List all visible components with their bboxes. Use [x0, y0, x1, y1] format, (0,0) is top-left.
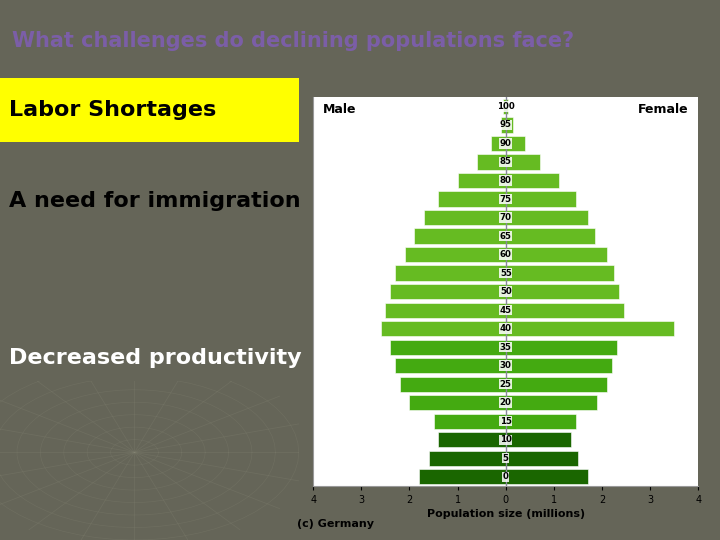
X-axis label: Population size (millions): Population size (millions): [427, 509, 585, 519]
Bar: [395, 266, 505, 281]
Text: 70: 70: [500, 213, 512, 222]
Bar: [424, 210, 505, 225]
Text: 0: 0: [503, 472, 509, 481]
Text: 60: 60: [500, 250, 512, 259]
Text: 55: 55: [500, 268, 512, 278]
Text: 25: 25: [500, 380, 512, 389]
Text: Female: Female: [638, 103, 689, 116]
Bar: [505, 136, 525, 151]
Bar: [505, 210, 588, 225]
Text: 20: 20: [500, 398, 512, 407]
Text: A need for immigration: A need for immigration: [9, 191, 300, 212]
Text: Male: Male: [323, 103, 356, 116]
Bar: [458, 173, 505, 188]
Text: 95: 95: [500, 120, 512, 130]
Bar: [505, 266, 614, 281]
Bar: [505, 469, 588, 484]
Text: 75: 75: [500, 194, 512, 204]
Text: 5: 5: [503, 454, 509, 463]
Text: 10: 10: [500, 435, 512, 444]
Bar: [505, 321, 675, 336]
FancyBboxPatch shape: [0, 78, 299, 143]
Text: 30: 30: [500, 361, 512, 370]
Bar: [438, 192, 505, 207]
Bar: [385, 302, 505, 318]
Bar: [505, 284, 619, 299]
Bar: [419, 469, 505, 484]
Text: 15: 15: [500, 417, 512, 426]
Text: 35: 35: [500, 343, 512, 352]
Bar: [505, 228, 595, 244]
Bar: [505, 451, 578, 466]
Text: 45: 45: [500, 306, 512, 315]
Bar: [505, 173, 559, 188]
Text: (c) Germany: (c) Germany: [297, 519, 374, 529]
Bar: [400, 376, 505, 392]
Bar: [433, 414, 505, 429]
Bar: [505, 376, 607, 392]
Bar: [505, 432, 571, 447]
Bar: [477, 154, 505, 170]
Text: 85: 85: [500, 158, 512, 166]
Text: 100: 100: [497, 102, 515, 111]
Bar: [505, 117, 513, 132]
Text: Decreased productivity: Decreased productivity: [9, 348, 302, 368]
Bar: [395, 358, 505, 373]
Bar: [505, 358, 612, 373]
Bar: [501, 117, 505, 132]
Bar: [505, 247, 607, 262]
Bar: [505, 99, 508, 114]
Bar: [505, 414, 575, 429]
Text: 90: 90: [500, 139, 512, 148]
Bar: [503, 99, 505, 114]
Bar: [505, 302, 624, 318]
Bar: [405, 247, 505, 262]
Text: 50: 50: [500, 287, 512, 296]
Bar: [505, 340, 616, 355]
Bar: [390, 340, 505, 355]
Text: 65: 65: [500, 232, 512, 240]
Bar: [505, 192, 575, 207]
Text: 40: 40: [500, 324, 512, 333]
Bar: [438, 432, 505, 447]
Text: 80: 80: [500, 176, 512, 185]
Bar: [505, 395, 598, 410]
Bar: [381, 321, 505, 336]
Bar: [414, 228, 505, 244]
Bar: [428, 451, 505, 466]
Bar: [505, 154, 539, 170]
Bar: [390, 284, 505, 299]
Text: Labor Shortages: Labor Shortages: [9, 100, 216, 120]
Bar: [491, 136, 505, 151]
Bar: [410, 395, 505, 410]
Text: What challenges do declining populations face?: What challenges do declining populations…: [12, 31, 575, 51]
